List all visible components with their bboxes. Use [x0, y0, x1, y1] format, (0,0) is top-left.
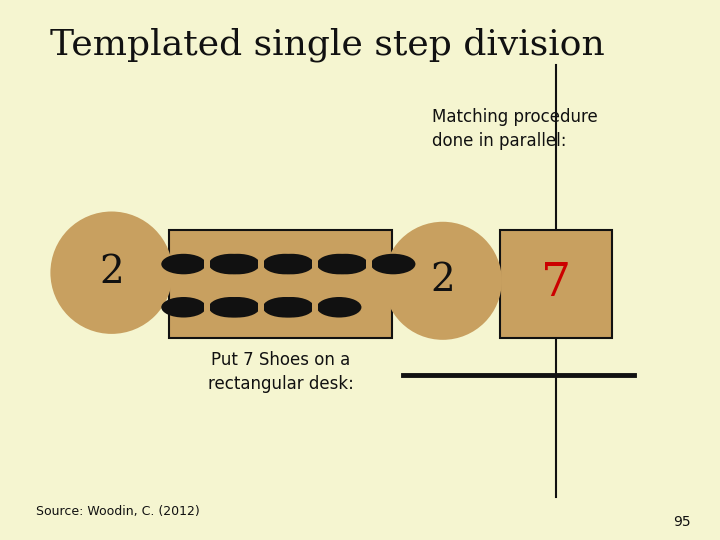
Text: 2: 2 — [99, 254, 124, 291]
Ellipse shape — [161, 254, 206, 274]
Ellipse shape — [50, 212, 173, 334]
Ellipse shape — [269, 254, 314, 274]
Bar — [169, 230, 392, 338]
Bar — [366, 254, 372, 274]
Ellipse shape — [215, 254, 260, 274]
Ellipse shape — [384, 222, 502, 340]
Ellipse shape — [209, 297, 253, 318]
Bar — [204, 254, 210, 274]
Text: Matching procedure
done in parallel:: Matching procedure done in parallel: — [432, 108, 598, 150]
Bar — [258, 254, 264, 274]
Bar — [312, 297, 318, 318]
Text: 2: 2 — [431, 262, 455, 299]
Ellipse shape — [323, 254, 368, 274]
Bar — [204, 297, 210, 318]
Bar — [500, 230, 612, 338]
Bar — [258, 297, 264, 318]
Ellipse shape — [317, 297, 361, 318]
Ellipse shape — [317, 254, 361, 274]
Ellipse shape — [215, 297, 260, 318]
Ellipse shape — [263, 297, 307, 318]
Ellipse shape — [263, 254, 307, 274]
Text: 7: 7 — [541, 261, 571, 306]
Bar — [312, 254, 318, 274]
Text: Templated single step division: Templated single step division — [50, 27, 605, 62]
Text: Put 7 Shoes on a
rectangular desk:: Put 7 Shoes on a rectangular desk: — [208, 351, 354, 393]
Text: 95: 95 — [674, 515, 691, 529]
Text: Source: Woodin, C. (2012): Source: Woodin, C. (2012) — [36, 505, 199, 518]
Ellipse shape — [161, 297, 206, 318]
Ellipse shape — [269, 297, 314, 318]
Ellipse shape — [209, 254, 253, 274]
Ellipse shape — [371, 254, 415, 274]
